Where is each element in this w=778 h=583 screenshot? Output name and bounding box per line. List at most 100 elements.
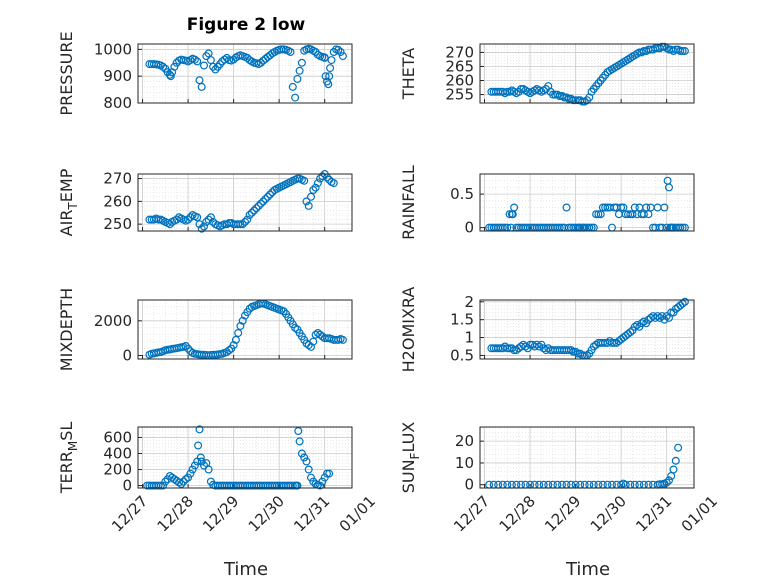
data-point [323, 469, 332, 478]
data-point [510, 203, 519, 212]
data-point [567, 346, 576, 355]
data-point [245, 304, 254, 313]
data-point [204, 215, 213, 224]
data-point [630, 322, 639, 331]
data-point [181, 475, 190, 484]
data-point [295, 66, 304, 75]
y-tick-label: 2 [464, 293, 474, 311]
data-point [293, 74, 302, 83]
data-point [286, 47, 295, 56]
axes-box [479, 299, 695, 360]
y-axis-label: AIRTEMP [57, 168, 80, 236]
data-point [165, 70, 174, 79]
data-point [186, 347, 195, 356]
data-point [300, 176, 309, 185]
data-point [179, 477, 188, 486]
y-tick-label: 260 [103, 192, 132, 210]
y-tick-label: 0 [122, 347, 132, 365]
y-axis-label: RAINFALL [399, 165, 418, 240]
data-point [197, 457, 206, 466]
y-tick-label: 200 [103, 461, 132, 479]
data-point [676, 46, 685, 55]
data-point [231, 335, 240, 344]
data-point [184, 473, 193, 482]
x-axis-label-left: Time [223, 559, 268, 580]
x-tick-label: 12/30 [245, 492, 288, 535]
data-point [309, 337, 318, 346]
data-point [309, 186, 318, 195]
y-tick-label: 270 [103, 170, 132, 188]
data-point [639, 317, 648, 326]
x-tick-label: 12/28 [496, 492, 539, 535]
data-point [194, 441, 203, 450]
data-point [200, 461, 209, 470]
data-point [234, 329, 243, 338]
data-point [571, 347, 580, 356]
x-tick-label: 12/31 [290, 492, 333, 535]
data-point [633, 321, 642, 330]
data-point [170, 62, 179, 71]
data-point [592, 210, 601, 219]
data-point [660, 203, 669, 212]
data-point [626, 328, 635, 337]
data-point [304, 201, 313, 210]
data-point [653, 312, 662, 321]
y-tick-label: 0.5 [450, 346, 474, 364]
data-point [510, 346, 519, 355]
data-point [662, 478, 671, 487]
data-point [204, 465, 213, 474]
data-point [154, 481, 163, 490]
x-tick-label: 12/28 [154, 492, 197, 535]
subplot-air-temp: 250 260 270 AIRTEMP [57, 168, 353, 236]
data-point [229, 341, 238, 350]
data-point [266, 190, 275, 199]
data-point [637, 319, 646, 328]
x-axis-label-right: Time [565, 559, 610, 580]
data-point [516, 84, 525, 93]
data-point [206, 213, 215, 222]
data-point [184, 215, 193, 224]
data-point [297, 58, 306, 67]
data-point [671, 456, 680, 465]
data-point [234, 220, 243, 229]
x-tick-label: 01/01 [678, 492, 721, 535]
data-point [318, 477, 327, 486]
x-tick-label: 12/30 [587, 492, 630, 535]
data-point [562, 203, 571, 212]
data-point [505, 210, 514, 219]
data-point [610, 338, 619, 347]
data-point [247, 208, 256, 217]
data-point [680, 297, 689, 306]
subplot-h2omixra: 0.511.52 H2OMIXRA [399, 287, 695, 372]
axes-box [479, 43, 695, 104]
data-point [630, 203, 639, 212]
y-axis-label: THETA [399, 48, 418, 100]
data-point [578, 97, 587, 106]
data-point [658, 42, 667, 51]
data-point [197, 82, 206, 91]
y-tick-label: 0 [464, 219, 474, 237]
data-point [619, 203, 628, 212]
axes-box [137, 173, 353, 232]
data-point [680, 46, 689, 55]
y-axis-label: TERRMSL [57, 422, 80, 495]
y-tick-label: 10 [455, 454, 474, 472]
data-point [241, 217, 250, 226]
data-point [288, 481, 297, 490]
axes-box [479, 173, 695, 232]
x-tick-label: 12/31 [632, 492, 675, 535]
data-point [307, 192, 316, 201]
y-axis-label: PRESSURE [57, 31, 76, 115]
data-point [318, 172, 327, 181]
data-point [156, 481, 165, 490]
data-point [329, 179, 338, 188]
data-point [594, 210, 603, 219]
y-tick-label: 255 [445, 86, 474, 104]
data-point [190, 461, 199, 470]
data-point [324, 80, 333, 89]
data-point [325, 72, 334, 81]
data-point [327, 56, 336, 65]
y-tick-label: 800 [103, 94, 132, 112]
